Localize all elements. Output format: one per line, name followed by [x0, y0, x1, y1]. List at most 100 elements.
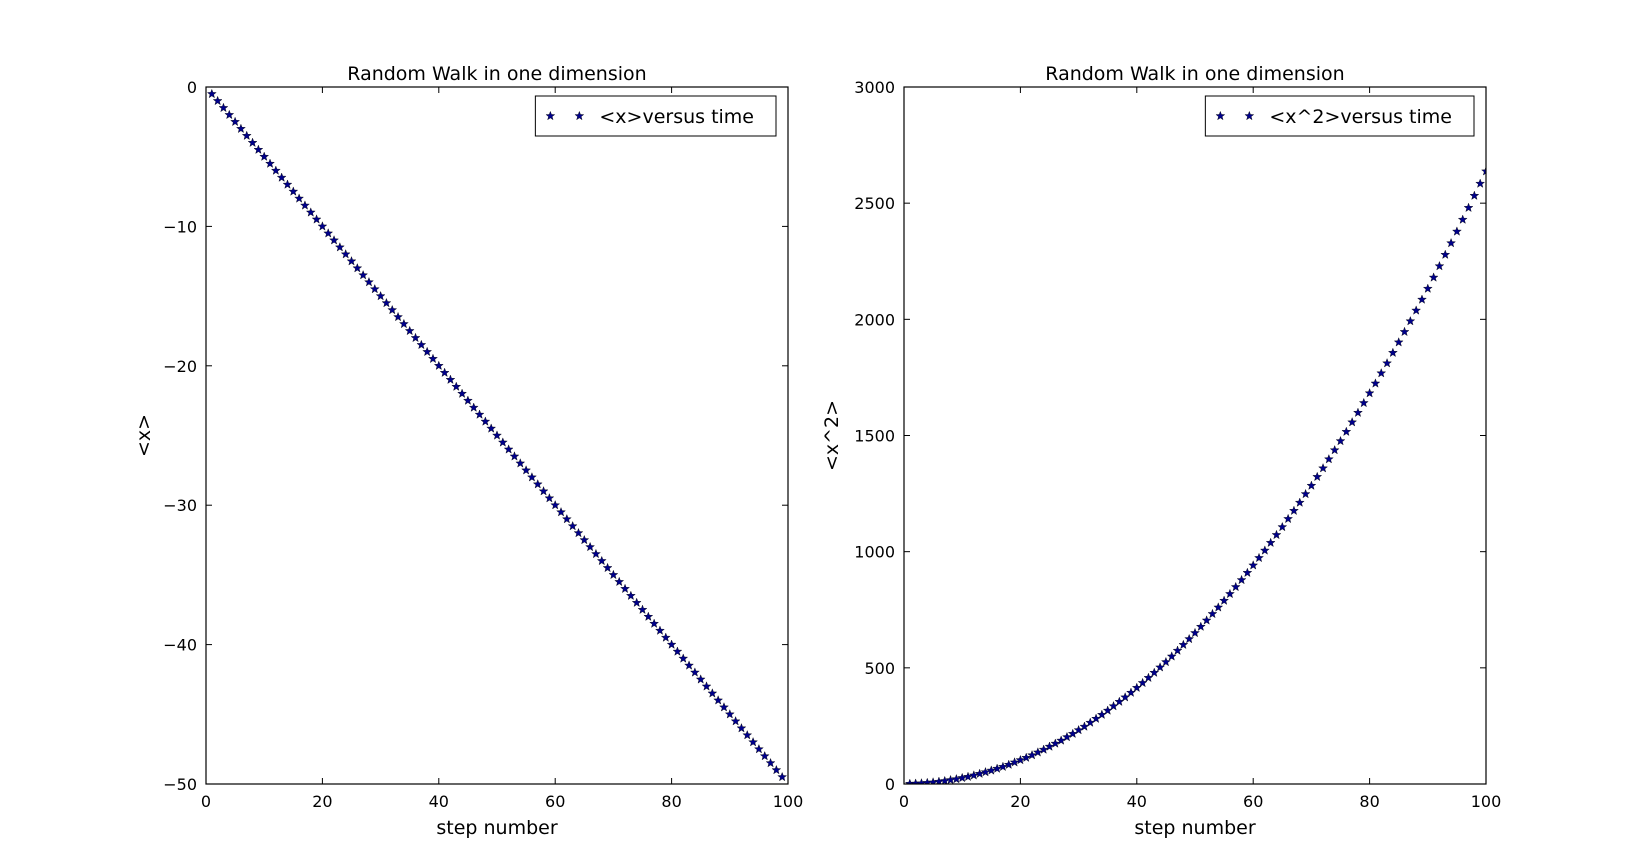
data-point: [387, 304, 398, 315]
data-point: [1399, 326, 1410, 337]
data-point: [480, 416, 491, 426]
data-point: [585, 541, 596, 552]
data-point: [707, 688, 718, 698]
data-point: [1201, 615, 1212, 625]
y-tick-label: 1000: [854, 543, 895, 562]
y-tick-label: 2000: [854, 310, 895, 329]
data-point: [1027, 750, 1037, 760]
x-tick-label: 0: [201, 792, 211, 811]
data-point: [1405, 316, 1416, 326]
data-point: [1166, 651, 1177, 661]
data-point: [538, 486, 549, 496]
data-point: [1172, 645, 1183, 655]
data-point: [340, 249, 351, 259]
data-point: [1329, 444, 1340, 455]
data-point: [672, 646, 683, 656]
data-point: [1277, 521, 1288, 532]
x-tick-label: 100: [1471, 792, 1502, 811]
data-point: [212, 95, 223, 106]
data-point: [602, 562, 613, 573]
data-point: [643, 611, 654, 621]
y-tick-label: −50: [163, 775, 197, 794]
y-tick-label: 0: [885, 775, 895, 794]
data-point: [1289, 505, 1299, 515]
data-point: [334, 242, 345, 252]
data-point: [1195, 621, 1206, 631]
data-point: [492, 430, 502, 440]
data-point: [1044, 741, 1055, 751]
data-point: [230, 116, 241, 127]
data-point: [503, 444, 514, 454]
data-point: [381, 297, 392, 308]
data-point: [777, 771, 788, 782]
data-point: [573, 527, 584, 538]
data-point: [1149, 667, 1160, 677]
data-point: [1341, 426, 1352, 436]
data-point: [346, 256, 357, 266]
data-point: [992, 763, 1003, 773]
data-point: [521, 465, 532, 475]
data-point: [695, 674, 706, 684]
x-tick-label: 40: [429, 792, 449, 811]
x-tick-label: 80: [661, 792, 681, 811]
data-point: [567, 520, 578, 531]
data-point: [428, 353, 438, 364]
data-point: [1242, 567, 1253, 578]
axes-frame: [205, 86, 789, 785]
data-point: [218, 102, 229, 113]
data-point: [701, 681, 712, 691]
data-point: [1224, 588, 1235, 599]
data-point: [1318, 463, 1328, 473]
data-point: [270, 165, 281, 175]
data-point: [515, 458, 526, 468]
data-point: [398, 318, 409, 329]
data-point: [323, 228, 334, 238]
data-point: [1393, 337, 1404, 347]
data-point: [998, 761, 1008, 772]
y-tick-label: 2500: [854, 194, 895, 213]
data-point: [468, 402, 479, 412]
data-point: [404, 325, 415, 336]
data-point: [1219, 595, 1230, 605]
x-axis-label: step number: [436, 817, 557, 839]
data-point: [1306, 480, 1317, 490]
data-point: [1160, 656, 1171, 667]
data-point: [451, 381, 462, 391]
x-tick-label: 60: [545, 792, 565, 811]
data-point: [1382, 358, 1392, 368]
data-markers: [206, 88, 788, 782]
data-point: [724, 709, 735, 719]
x-tick-label: 0: [899, 792, 909, 811]
data-point: [416, 339, 427, 350]
data-point: [660, 632, 671, 642]
data-point: [759, 750, 770, 761]
data-point: [1370, 378, 1381, 388]
data-point: [1440, 249, 1451, 259]
legend-marker: [1215, 110, 1226, 121]
data-point: [1428, 272, 1439, 282]
data-point: [526, 472, 537, 482]
x-tick-label: 20: [1010, 792, 1030, 811]
data-point: [1178, 639, 1189, 650]
data-point: [294, 193, 305, 203]
data-point: [474, 409, 485, 419]
data-point: [462, 395, 473, 405]
data-point: [532, 479, 543, 489]
data-point: [544, 493, 555, 503]
data-point: [561, 513, 572, 524]
data-point: [1358, 397, 1369, 408]
data-point: [422, 346, 433, 357]
data-point: [1451, 226, 1462, 236]
data-point: [1364, 388, 1375, 398]
data-point: [608, 569, 619, 580]
data-point: [1271, 529, 1282, 540]
legend-marker: [545, 110, 556, 121]
data-point: [1067, 728, 1078, 739]
data-point: [1213, 602, 1224, 612]
x-tick-label: 40: [1127, 792, 1147, 811]
data-point: [678, 653, 689, 663]
data-point: [556, 506, 566, 517]
data-point: [1155, 662, 1166, 672]
data-point: [1062, 731, 1072, 742]
